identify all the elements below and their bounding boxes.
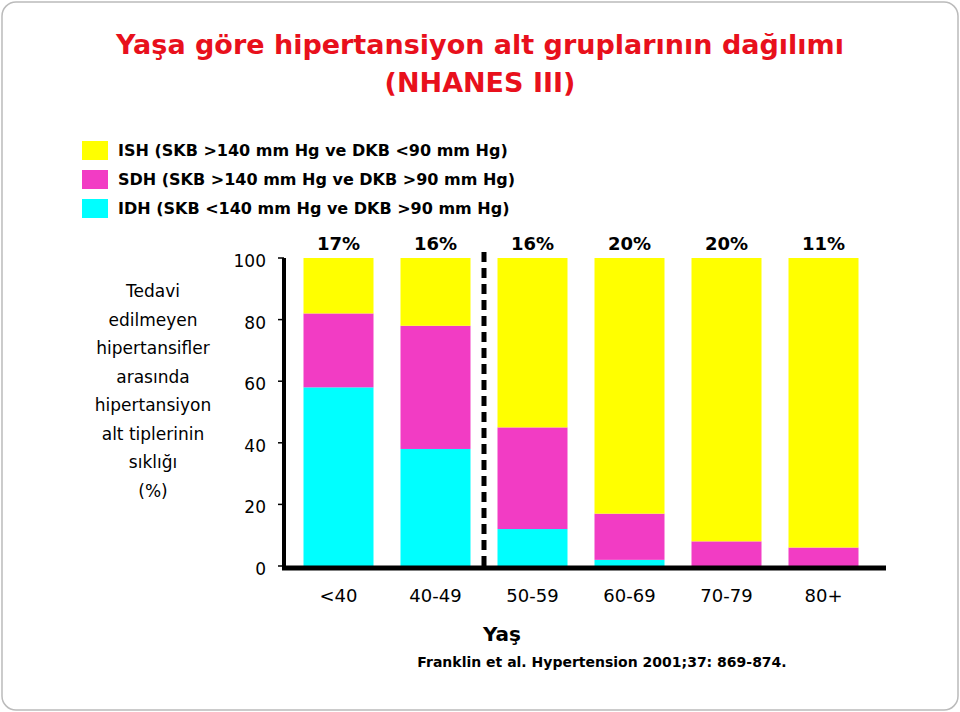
bar-segment: [304, 258, 374, 313]
annotation: 17%: [317, 233, 360, 254]
x-axis-label: Yaş: [482, 622, 521, 646]
title: Yaşa göre hipertansiyon alt gruplarının …: [115, 29, 844, 60]
y-tick-label: 80: [244, 313, 266, 333]
chart: Yaşa göre hipertansiyon alt gruplarının …: [0, 0, 960, 712]
bar-segment: [401, 258, 471, 326]
source: Franklin et al. Hypertension 2001;37: 86…: [417, 654, 786, 670]
y-axis-label-line: Tedavi: [125, 281, 180, 301]
y-axis-line: [282, 258, 286, 568]
bar-segment: [401, 326, 471, 449]
annotation: 11%: [802, 233, 845, 254]
page-frame: [2, 2, 958, 710]
bar-segment: [595, 514, 665, 560]
x-tick-label: 70-79: [700, 585, 752, 606]
y-tick: [278, 504, 284, 506]
bar-segment: [401, 449, 471, 566]
annotation: 20%: [705, 233, 748, 254]
legend-swatch: [82, 170, 108, 189]
y-axis-label-line: (%): [138, 481, 167, 501]
y-tick-label: 60: [244, 374, 266, 394]
legend-swatch: [82, 199, 108, 218]
x-tick-label: 80+: [805, 585, 843, 606]
y-axis-label-line: sıklığı: [129, 452, 177, 472]
bar-segment: [692, 541, 762, 566]
y-axis-label-line: hipertansiyon: [95, 395, 211, 415]
y-tick-label: 0: [255, 559, 266, 579]
y-tick: [278, 319, 284, 321]
bar-segment: [692, 258, 762, 541]
y-axis-label: Tedavi edilmeyen hipertansifler arasında hip…: [95, 281, 211, 501]
y-axis-label-line: arasında: [116, 367, 189, 387]
bar-segment: [304, 313, 374, 387]
x-axis-line: [282, 566, 886, 571]
y-axis-label-line: edilmeyen: [108, 310, 197, 330]
y-tick: [278, 380, 284, 382]
bar-segment: [498, 427, 568, 529]
bar-segment: [498, 529, 568, 566]
legend-label: SDH (SKB >140 mm Hg ve DKB >90 mm Hg): [118, 170, 515, 189]
bar-segment: [498, 258, 568, 427]
annotation: 20%: [608, 233, 651, 254]
annotation: 16%: [414, 233, 457, 254]
y-tick-label: 40: [244, 436, 266, 456]
bar-segment: [789, 258, 859, 548]
bars: [304, 258, 859, 566]
y-tick-label: 100: [234, 251, 266, 271]
bar-segment: [789, 548, 859, 566]
y-tick: [278, 257, 284, 259]
y-axis-label-line: hipertansifler: [96, 338, 209, 358]
legend-label: IDH (SKB <140 mm Hg ve DKB >90 mm Hg): [118, 199, 510, 218]
bar-segment: [595, 258, 665, 514]
legend: ISH (SKB >140 mm Hg ve DKB <90 mm Hg) SDH…: [82, 141, 515, 218]
legend-swatch: [82, 141, 108, 160]
x-tick-label: 40-49: [409, 585, 461, 606]
y-tick: [278, 565, 284, 567]
annotation: 16%: [511, 233, 554, 254]
subtitle: (NHANES III): [385, 67, 576, 98]
bar-segment: [304, 387, 374, 566]
bar-segment: [595, 560, 665, 566]
y-axis-label-line: alt tiplerinin: [102, 424, 205, 444]
legend-label: ISH (SKB >140 mm Hg ve DKB <90 mm Hg): [118, 141, 508, 160]
separator: [482, 252, 487, 566]
x-tick-label: 50-59: [506, 585, 558, 606]
x-tick-label: <40: [320, 585, 358, 606]
y-tick-label: 20: [244, 497, 266, 517]
x-tick-label: 60-69: [603, 585, 655, 606]
y-tick: [278, 442, 284, 444]
